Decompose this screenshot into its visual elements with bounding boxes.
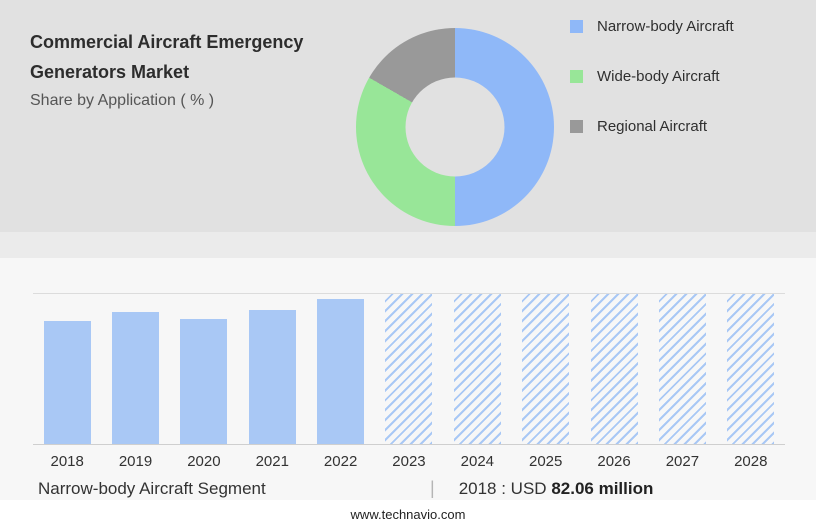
- bar-slot-2022: [306, 294, 374, 444]
- donut-chart: [356, 28, 554, 226]
- axis-label-2022: 2022: [323, 453, 358, 470]
- bar-slot-2025: [512, 294, 580, 444]
- forecast-bar-2027: [658, 294, 706, 444]
- axis-label-2023: 2023: [392, 453, 426, 470]
- legend-swatch-1: [570, 69, 583, 83]
- bar-slot-2026: [580, 294, 648, 444]
- bar-slot-2019: [101, 294, 169, 444]
- forecast-bar-2025: [522, 294, 570, 444]
- legend-label-2: Regional Aircraft: [597, 117, 708, 135]
- legend-item-narrow-body: Narrow-body Aircraft: [570, 16, 734, 36]
- axis-label-2026: 2026: [597, 453, 631, 470]
- bar-slot-2020: [170, 294, 238, 444]
- bar-slot-2021: [238, 294, 306, 444]
- caption-value-prefix: 2018 : USD: [458, 479, 547, 498]
- caption-row: Narrow-body Aircraft Segment | 2018 : US…: [38, 478, 780, 499]
- segment-label: Narrow-body Aircraft Segment: [38, 479, 266, 498]
- bar-chart: 2018 2019 2020 2021 2022 2023 2024 2025 2026 2027…: [33, 293, 785, 470]
- caption-divider: |: [430, 478, 435, 498]
- axis-label-2028: 2028: [734, 453, 768, 470]
- bar-2021: [248, 309, 296, 444]
- bar-slot-2024: [443, 294, 511, 444]
- legend-item-regional: Regional Aircraft: [570, 116, 734, 136]
- page-title-line1: Commercial Aircraft Emergency: [30, 32, 304, 52]
- page-title-line2: Generators Market: [30, 61, 190, 82]
- bar-2020: [180, 318, 228, 444]
- caption-value-bold: 82.06 million: [551, 479, 654, 498]
- legend-label-1: Wide-body Aircraft: [597, 67, 720, 85]
- forecast-bar-2028: [727, 294, 775, 444]
- forecast-bar-2023: [385, 294, 433, 444]
- legend-label-0: Narrow-body Aircraft: [597, 17, 734, 35]
- footer: www.technavio.com: [0, 500, 816, 528]
- legend-swatch-2: [570, 119, 583, 133]
- legend-item-wide-body: Wide-body Aircraft: [570, 66, 734, 86]
- axis-label-2025: 2025: [529, 453, 563, 470]
- axis-label-2018: 2018: [50, 453, 84, 470]
- bar-slot-2018: [33, 294, 101, 444]
- footer-url: www.technavio.com: [350, 506, 466, 522]
- bar-slot-2027: [648, 294, 716, 444]
- axis-label-2027: 2027: [665, 453, 700, 470]
- axis-label-2024: 2024: [460, 453, 495, 470]
- page-subtitle: Share by Application ( % ): [30, 92, 215, 110]
- bar-slot-2028: [717, 294, 785, 444]
- axis-label-2019: 2019: [118, 453, 153, 470]
- forecast-bar-2024: [453, 294, 501, 444]
- bar-slot-2023: [375, 294, 443, 444]
- legend: Narrow-body Aircraft Wide-body Aircraft …: [570, 16, 734, 166]
- bars-row: [33, 293, 785, 445]
- header-section: Commercial Aircraft Emergency Generators…: [0, 0, 816, 232]
- bar-2019: [112, 312, 160, 444]
- axis-label-2020: 2020: [187, 453, 221, 470]
- title-block: Commercial Aircraft Emergency Generators…: [30, 28, 360, 110]
- bar-2018: [43, 320, 91, 444]
- bar-2022: [317, 299, 365, 444]
- legend-swatch-0: [570, 19, 583, 33]
- caption-value: 2018 : USD 82.06 million: [459, 479, 654, 499]
- divider-band: [0, 232, 816, 258]
- labels-row: 2018 2019 2020 2021 2022 2023 2024 2025 2026 2027…: [33, 453, 785, 470]
- axis-label-2021: 2021: [255, 453, 289, 470]
- forecast-bar-2026: [590, 294, 638, 444]
